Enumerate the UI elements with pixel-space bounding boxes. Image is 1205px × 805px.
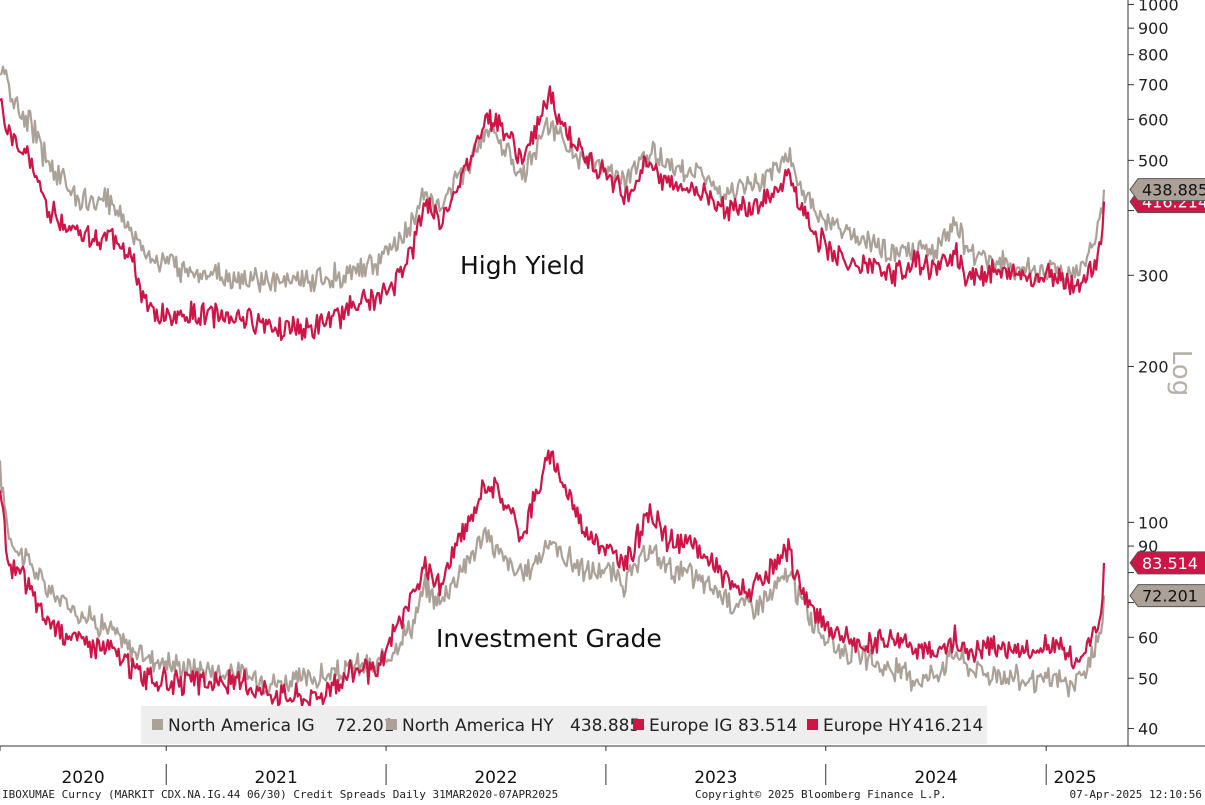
x-tick-label-year: 2020	[61, 768, 104, 785]
legend-value-eu-ig: 83.514	[738, 716, 797, 736]
footer-source: IBOXUMAE Curncy (MARKIT CDX.NA.IG.44 06/…	[2, 788, 559, 801]
log-scale-label: Log	[1166, 350, 1196, 396]
footer-timestamp: 07-Apr-2025 12:10:56	[1069, 788, 1202, 801]
footer-copyright: Copyright© 2025 Bloomberg Finance L.P.	[695, 788, 947, 801]
series-line-north-america-hy	[0, 65, 1106, 293]
legend-label-na-hy: North America HY	[402, 716, 554, 736]
x-tick-label-year: 2023	[694, 768, 737, 785]
y-tick-label: 500	[1138, 151, 1169, 170]
y-tick-label: 60	[1138, 628, 1158, 647]
legend-swatch-eu-hy	[807, 719, 818, 730]
last-value-label: 83.514	[1142, 554, 1198, 573]
y-tick-label: 1000	[1138, 0, 1179, 14]
legend-label-eu-hy: Europe HY	[823, 716, 912, 736]
legend-swatch-eu-ig	[633, 719, 644, 730]
series-layer	[0, 65, 1106, 708]
y-tick-label: 50	[1138, 669, 1158, 688]
annotation-high-yield: High Yield	[460, 251, 585, 280]
last-value-flag	[1129, 584, 1205, 608]
legend-value-eu-hy: 416.214	[913, 716, 983, 736]
y-tick-label: 900	[1138, 19, 1169, 38]
last-value-label: 72.201	[1142, 587, 1198, 606]
annotation-investment-grade: Investment Grade	[436, 624, 662, 653]
x-tick-label-year: 2021	[255, 768, 298, 785]
last-value-label: 438.885	[1142, 181, 1205, 200]
legend-value-na-ig: 72.201	[335, 716, 394, 736]
last-value-flag	[1129, 551, 1205, 575]
series-line-europe-ig	[0, 449, 1106, 708]
x-tick-label-year: 2022	[474, 768, 517, 785]
legend-label-na-ig: North America IG	[168, 716, 315, 736]
y-tick-label: 40	[1138, 719, 1158, 738]
y-tick-label: 300	[1138, 266, 1169, 285]
series-line-europe-hy	[0, 85, 1106, 342]
credit-spreads-chart: 40 50 60 90 100 200 300 500 600 700 800 900 1000 2020…	[0, 0, 1205, 785]
y-tick-label: 100	[1138, 513, 1169, 532]
legend-swatch-na-hy	[386, 719, 397, 730]
y-tick-label: 600	[1138, 110, 1169, 129]
series-line-north-america-ig	[0, 460, 1106, 698]
x-tick-label-year: 2024	[914, 768, 957, 785]
legend-label-eu-ig: Europe IG	[649, 716, 732, 736]
axis-layer: 40 50 60 90 100 200 300 500 600 700 800 900 1000 2020…	[0, 0, 1205, 785]
last-value-flag	[1129, 178, 1205, 202]
y-tick-label: 800	[1138, 46, 1169, 65]
y-tick-label: 700	[1138, 76, 1169, 95]
legend-value-na-hy: 438.885	[570, 716, 640, 736]
y-tick-label: 200	[1138, 357, 1169, 376]
legend-swatch-na-ig	[152, 719, 163, 730]
legend-background	[141, 706, 987, 744]
x-tick-label-year: 2025	[1053, 768, 1096, 785]
y-tick-label: 90	[1138, 537, 1158, 556]
legend: North America IG 72.201 North America HY…	[141, 706, 987, 744]
